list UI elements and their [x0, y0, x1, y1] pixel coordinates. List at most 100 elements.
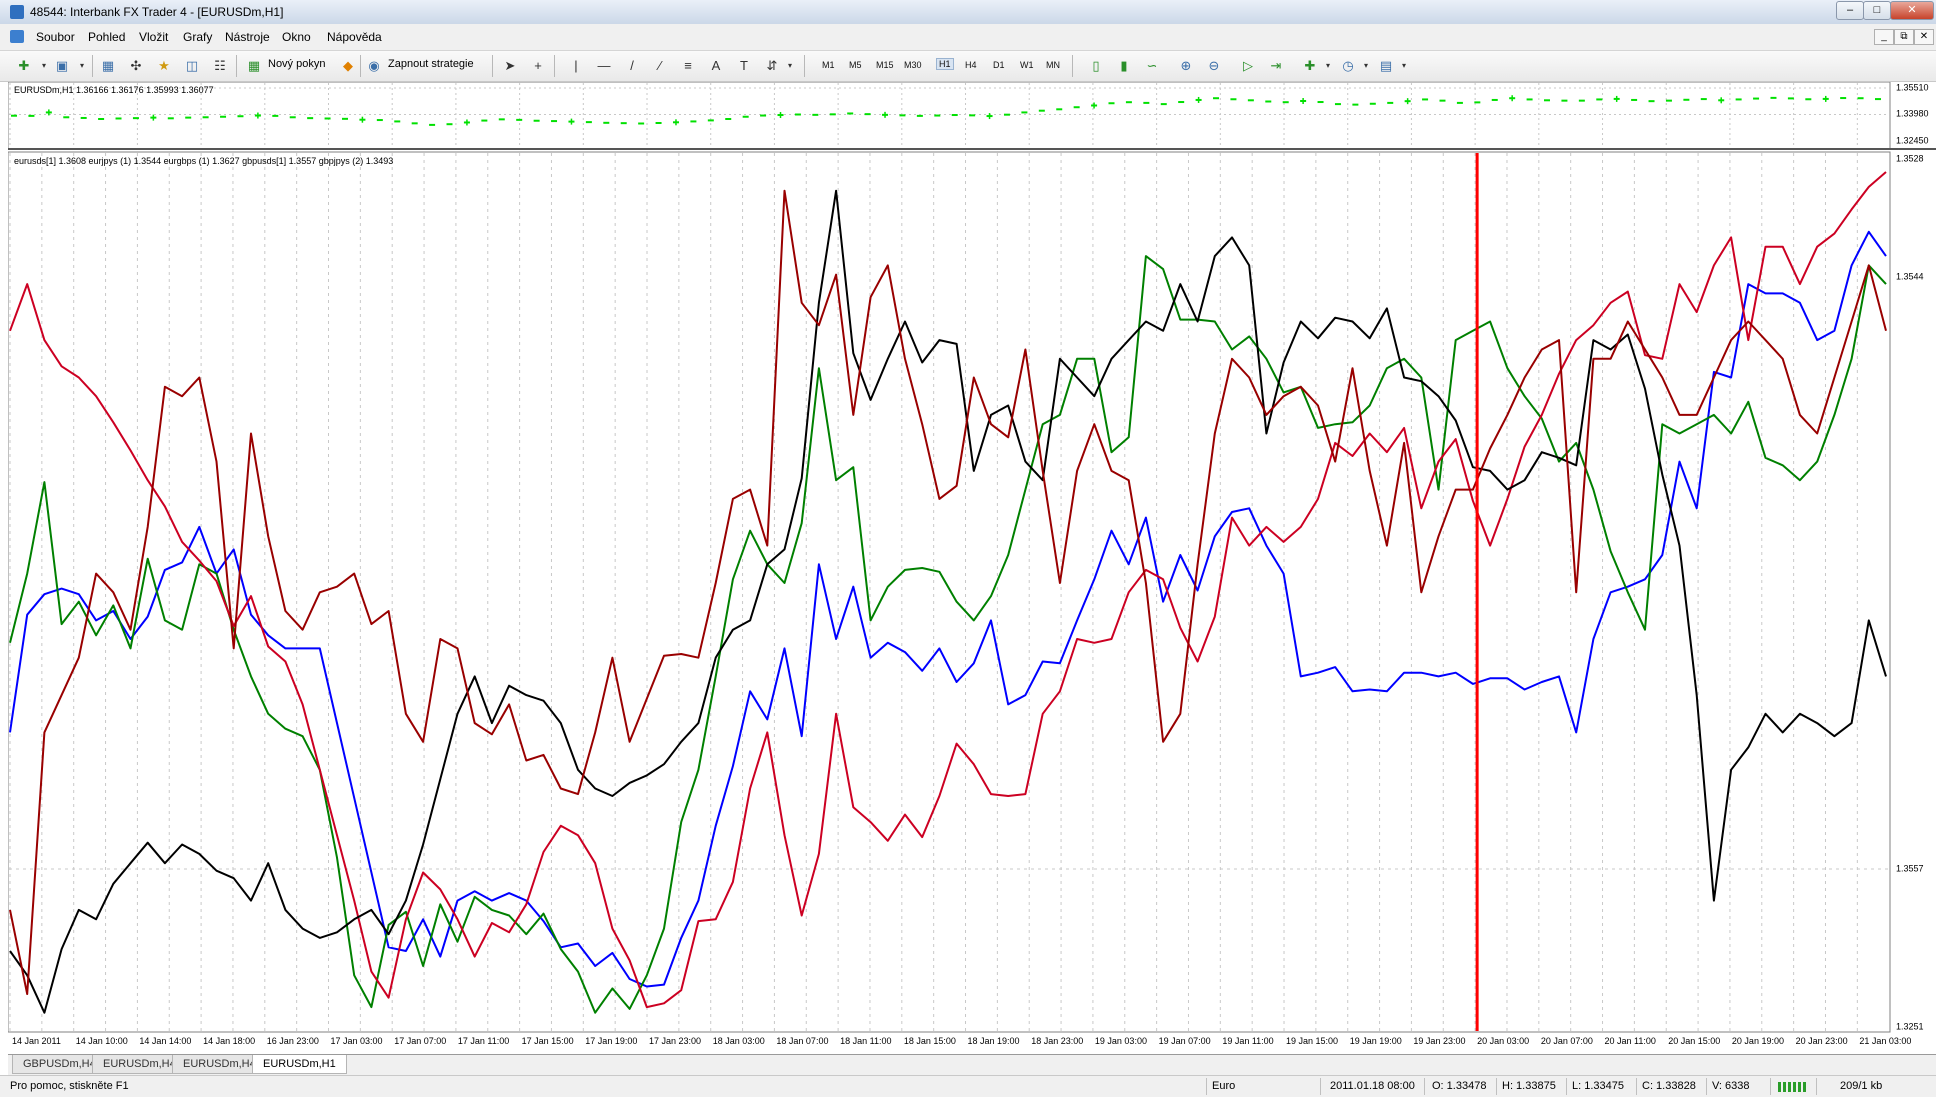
status-low: L: 1.33475: [1572, 1080, 1624, 1092]
fibo-icon[interactable]: ≡: [684, 58, 692, 73]
market-watch-icon[interactable]: ▦: [101, 58, 115, 73]
timeframe-mn[interactable]: MN: [1046, 60, 1060, 70]
timeframe-m1[interactable]: M1: [822, 60, 835, 70]
x-axis-label: 14 Jan 2011: [12, 1036, 61, 1046]
price-axis-label: 1.33980: [1896, 108, 1929, 118]
periods-icon[interactable]: ◷: [1342, 58, 1354, 73]
dropdown-arrow-icon[interactable]: ▾: [1363, 61, 1368, 70]
comparison-pane[interactable]: eurusds[1] 1.3608 eurjpys (1) 1.3544 eur…: [7, 151, 1924, 1046]
navigator-icon[interactable]: ✣: [130, 58, 142, 73]
price-axis-label: 1.32450: [1896, 135, 1929, 145]
status-open: O: 1.33478: [1432, 1080, 1487, 1092]
line-chart-icon[interactable]: ∽: [1146, 58, 1158, 73]
menu-window[interactable]: Okno: [282, 30, 311, 44]
price-axis-label: 1.3528: [1896, 153, 1924, 163]
crosshair-icon[interactable]: +: [534, 58, 542, 73]
chart-tab[interactable]: EURUSDm,H4: [92, 1055, 187, 1074]
new-order-button[interactable]: Nový pokyn: [268, 58, 326, 70]
x-axis-label: 19 Jan 15:00: [1286, 1036, 1338, 1046]
indicators-icon[interactable]: ✚: [1304, 58, 1316, 73]
status-close: C: 1.33828: [1642, 1080, 1696, 1092]
chart-window[interactable]: EURUSDm,H1 1.36166 1.36176 1.35993 1.360…: [7, 81, 1936, 1054]
dropdown-arrow-icon[interactable]: ▾: [79, 61, 84, 70]
price-axis-label: 1.35510: [1896, 82, 1929, 92]
status-help: Pro pomoc, stiskněte F1: [10, 1080, 129, 1092]
trendline-icon[interactable]: /: [630, 58, 634, 73]
menu-insert[interactable]: Vložit: [139, 30, 169, 44]
chart-tab-active[interactable]: EURUSDm,H1: [252, 1055, 347, 1074]
chart-tab[interactable]: GBPUSDm,H4: [12, 1055, 107, 1074]
status-volume: V: 6338: [1712, 1080, 1750, 1092]
connection-icon: [1778, 1082, 1808, 1092]
timeframe-h1[interactable]: H1: [936, 58, 954, 70]
menu-help[interactable]: Nápověda: [327, 30, 382, 44]
x-axis-label: 19 Jan 11:00: [1222, 1036, 1273, 1046]
data-window-icon[interactable]: ☷: [214, 58, 226, 73]
cursor-icon[interactable]: ➤: [504, 58, 516, 73]
timeframe-h4[interactable]: H4: [965, 60, 977, 70]
menu-charts[interactable]: Grafy: [183, 30, 213, 44]
price-pane[interactable]: EURUSDm,H1 1.36166 1.36176 1.35993 1.360…: [7, 81, 1936, 150]
terminal-icon[interactable]: ★: [158, 58, 170, 73]
x-axis-label: 14 Jan 14:00: [139, 1036, 191, 1046]
expert-icon[interactable]: ◆: [343, 58, 353, 73]
close-button[interactable]: ✕: [1890, 1, 1934, 20]
tester-icon[interactable]: ◫: [185, 58, 199, 73]
x-axis-label: 17 Jan 15:00: [522, 1036, 574, 1046]
vline-icon[interactable]: |: [574, 58, 578, 73]
x-axis-label: 20 Jan 07:00: [1541, 1036, 1593, 1046]
arrow-icon[interactable]: ⇵: [766, 58, 778, 73]
x-axis-label: 14 Jan 18:00: [203, 1036, 255, 1046]
mdi-restore-button[interactable]: ⧉: [1894, 29, 1914, 45]
profiles-icon[interactable]: ▣: [55, 58, 69, 73]
app-icon: [10, 5, 24, 19]
series-line-gbpusds: [9, 189, 1887, 1014]
menu-view[interactable]: Pohled: [88, 30, 126, 44]
dropdown-arrow-icon[interactable]: ▾: [787, 61, 792, 70]
dropdown-arrow-icon[interactable]: ▾: [1325, 61, 1330, 70]
dropdown-arrow-icon[interactable]: ▾: [41, 61, 46, 70]
menu-file[interactable]: Soubor: [36, 30, 75, 44]
zoom-in-icon[interactable]: ⊕: [1180, 58, 1192, 73]
chart-shift-icon[interactable]: ⇥: [1270, 58, 1282, 73]
zoom-out-icon[interactable]: ⊖: [1208, 58, 1220, 73]
timeframe-m30[interactable]: M30: [904, 60, 922, 70]
timeframe-m15[interactable]: M15: [876, 60, 894, 70]
x-axis-label: 18 Jan 15:00: [904, 1036, 956, 1046]
x-axis-label: 17 Jan 07:00: [394, 1036, 446, 1046]
minimize-button[interactable]: –: [1836, 1, 1864, 20]
bar-chart-icon[interactable]: ▯: [1092, 58, 1100, 73]
timeframe-m5[interactable]: M5: [849, 60, 862, 70]
timeframe-w1[interactable]: W1: [1020, 60, 1034, 70]
chart-window-icon[interactable]: [10, 30, 24, 43]
dropdown-arrow-icon[interactable]: ▾: [1401, 61, 1406, 70]
x-axis-label: 19 Jan 23:00: [1413, 1036, 1465, 1046]
channel-icon[interactable]: ∕: [658, 58, 662, 73]
series-line-gbpjpys: [9, 189, 1887, 995]
chart-tab[interactable]: EURUSDm,H4: [172, 1055, 267, 1074]
x-axis-label: 21 Jan 03:00: [1859, 1036, 1911, 1046]
x-axis-label: 18 Jan 23:00: [1031, 1036, 1083, 1046]
text-icon[interactable]: A: [711, 58, 721, 73]
mdi-minimize-button[interactable]: _: [1874, 29, 1894, 45]
candle-chart-icon[interactable]: ▮: [1120, 58, 1128, 73]
status-traffic: 209/1 kb: [1840, 1080, 1883, 1092]
strategy-icon[interactable]: ◉: [368, 58, 380, 73]
new-order-icon[interactable]: ▦: [247, 58, 261, 73]
strategies-toggle-button[interactable]: Zapnout strategie: [388, 58, 474, 70]
timeframe-d1[interactable]: D1: [993, 60, 1005, 70]
charts-svg[interactable]: EURUSDm,H1 1.36166 1.36176 1.35993 1.360…: [7, 81, 1936, 1054]
x-axis-label: 14 Jan 10:00: [76, 1036, 128, 1046]
new-chart-icon[interactable]: ✚: [18, 58, 30, 73]
autoscroll-icon[interactable]: ▷: [1243, 58, 1253, 73]
menu-tools[interactable]: Nástroje: [225, 30, 270, 44]
x-axis-label: 17 Jan 19:00: [585, 1036, 637, 1046]
label-icon[interactable]: T: [740, 58, 748, 73]
x-axis-label: 18 Jan 07:00: [776, 1036, 828, 1046]
maximize-button[interactable]: □: [1863, 1, 1891, 20]
hline-icon[interactable]: —: [597, 58, 611, 73]
series-line-eurgbps: [9, 171, 1887, 1009]
mdi-close-button[interactable]: ✕: [1914, 29, 1934, 45]
templates-icon[interactable]: ▤: [1379, 58, 1393, 73]
x-axis-label: 17 Jan 11:00: [458, 1036, 509, 1046]
